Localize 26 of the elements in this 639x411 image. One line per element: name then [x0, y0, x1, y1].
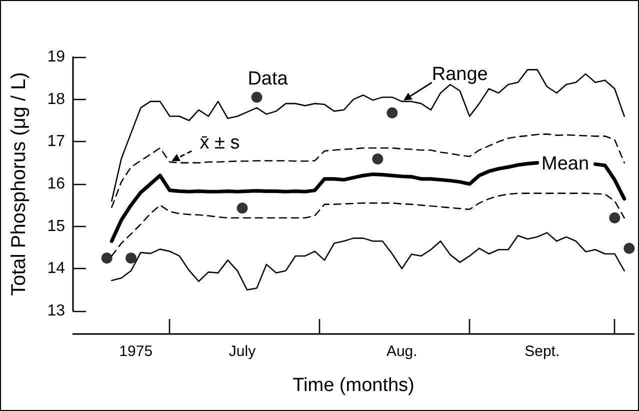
point — [609, 212, 620, 224]
point — [126, 252, 137, 264]
y-tick-label: 15 — [47, 218, 66, 235]
y-tick-label: 13 — [47, 302, 66, 320]
y-tick-label: 14 — [47, 260, 66, 278]
point — [101, 252, 112, 264]
x-tick-label: Sept. — [524, 343, 560, 360]
y-tick-label: 17 — [47, 133, 66, 150]
x-tick-label: July — [228, 343, 256, 360]
y-tick-label: 18 — [47, 90, 66, 108]
line-series — [111, 232, 625, 290]
x-axis-title: Time (months) — [292, 375, 414, 396]
x-tick-label: Aug. — [386, 343, 418, 360]
legend-label: x̄ ± s — [200, 132, 240, 154]
series-label: Data — [248, 68, 288, 90]
point — [251, 92, 262, 103]
x-tick-label: 1975 — [119, 343, 153, 360]
point — [372, 154, 384, 165]
point — [624, 242, 635, 254]
y-axis-title: Total Phosphorus (μg / L) — [8, 72, 30, 296]
point — [386, 107, 398, 118]
y-tick-label: 19 — [47, 48, 66, 66]
series-label: Range — [432, 64, 488, 85]
series-label: Mean — [542, 153, 590, 174]
y-tick-label: 16 — [47, 176, 66, 192]
point — [236, 202, 248, 214]
